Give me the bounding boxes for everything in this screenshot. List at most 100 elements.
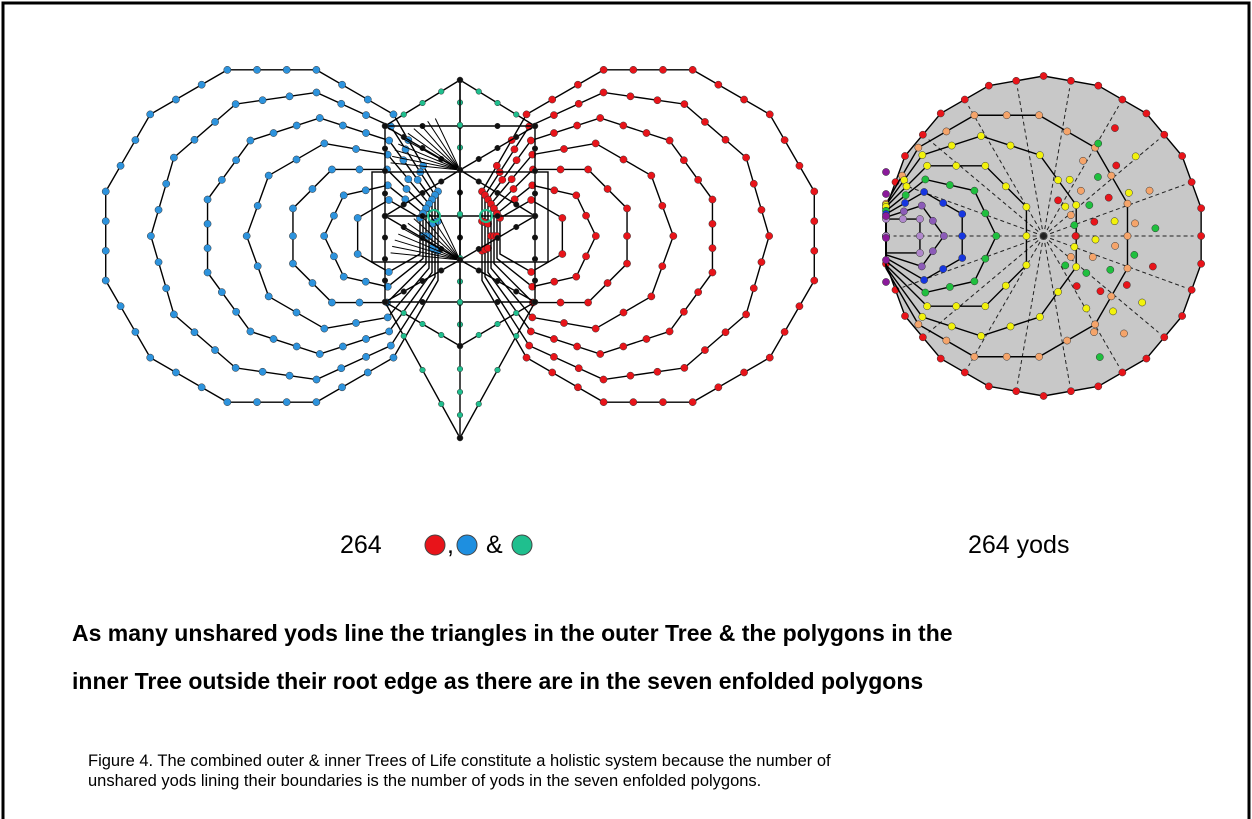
yod: [223, 398, 232, 406]
yod: [527, 268, 536, 276]
yod: [101, 217, 110, 226]
yod: [513, 201, 520, 208]
yod: [1067, 387, 1075, 396]
yod: [1142, 109, 1151, 118]
ray: [390, 252, 461, 261]
yod: [320, 324, 329, 333]
yod: [531, 255, 539, 263]
yod: [1187, 178, 1196, 186]
yod: [494, 144, 501, 152]
dashed-ray: [1043, 139, 1159, 237]
ray: [392, 155, 461, 171]
yod: [680, 156, 688, 165]
yod: [981, 302, 990, 311]
yod: [494, 122, 501, 130]
dashed-ray: [968, 235, 1045, 367]
yod: [456, 434, 464, 442]
yod: [419, 298, 426, 306]
yod: [1006, 322, 1015, 331]
caption-line: unshared yods lining their boundaries is…: [88, 772, 761, 790]
yod: [1122, 281, 1131, 289]
yod: [1106, 265, 1115, 274]
yod: [363, 95, 372, 104]
yod: [494, 298, 501, 306]
yod: [197, 80, 206, 89]
yod: [289, 232, 297, 240]
yod: [190, 328, 199, 337]
yod: [701, 118, 709, 126]
yod: [1095, 353, 1104, 361]
yod: [1124, 188, 1133, 197]
yod: [253, 398, 261, 406]
yod: [1012, 76, 1021, 85]
yod: [507, 175, 516, 184]
left-label-number: 264: [340, 531, 382, 559]
yod: [1088, 253, 1097, 261]
yod: [400, 133, 407, 141]
yod: [599, 398, 608, 406]
yod: [901, 152, 909, 160]
yod: [1178, 152, 1186, 160]
yod: [942, 336, 951, 345]
yod: [1118, 368, 1127, 377]
yod: [292, 308, 301, 317]
yod: [494, 320, 501, 328]
yod: [381, 277, 389, 284]
yod: [1094, 81, 1103, 90]
yod: [528, 181, 537, 190]
ring: [427, 209, 441, 223]
polygon: [487, 117, 714, 355]
yod: [217, 176, 226, 184]
yod: [1142, 354, 1151, 363]
yod: [362, 335, 370, 343]
yod: [584, 298, 592, 307]
yod: [582, 252, 590, 261]
yod: [510, 145, 519, 154]
yod: [550, 111, 558, 119]
yod: [936, 354, 945, 363]
yod: [531, 145, 539, 152]
yod: [749, 179, 758, 188]
heading-line: As many unshared yods line the triangles…: [72, 620, 953, 646]
caption-line: Figure 4. The combined outer & inner Tre…: [88, 752, 831, 770]
yod: [522, 353, 531, 362]
yod: [757, 206, 766, 214]
yod: [1145, 186, 1154, 195]
yod: [981, 161, 990, 170]
yod: [211, 118, 219, 126]
ray: [402, 138, 461, 171]
heading-line: inner Tree outside their root edge as th…: [72, 668, 923, 694]
yod: [626, 92, 635, 101]
yod: [101, 187, 110, 196]
yod: [312, 66, 321, 74]
polygon: [105, 69, 439, 403]
yod: [381, 212, 389, 220]
ray: [407, 132, 461, 171]
yod: [389, 353, 398, 362]
yod: [1002, 111, 1011, 120]
yod: [1079, 156, 1087, 165]
yod: [603, 279, 612, 287]
yod: [413, 176, 422, 184]
yod: [572, 191, 581, 200]
yod: [919, 333, 927, 342]
yod: [456, 298, 464, 306]
yod: [492, 161, 501, 170]
dashed-ray: [902, 184, 1044, 237]
yod: [1112, 161, 1121, 170]
yod: [1077, 186, 1085, 195]
polygon: [484, 91, 770, 381]
yod: [1178, 312, 1186, 320]
yod: [921, 175, 930, 184]
yod: [694, 288, 703, 296]
yod: [1022, 232, 1031, 240]
polygon: [481, 69, 815, 403]
yod: [1054, 288, 1062, 296]
yod: [942, 127, 951, 136]
yod: [381, 167, 389, 175]
yod: [1072, 263, 1081, 271]
ray: [434, 118, 461, 171]
yod: [1090, 328, 1098, 336]
yod: [528, 150, 537, 159]
yod: [629, 66, 638, 74]
